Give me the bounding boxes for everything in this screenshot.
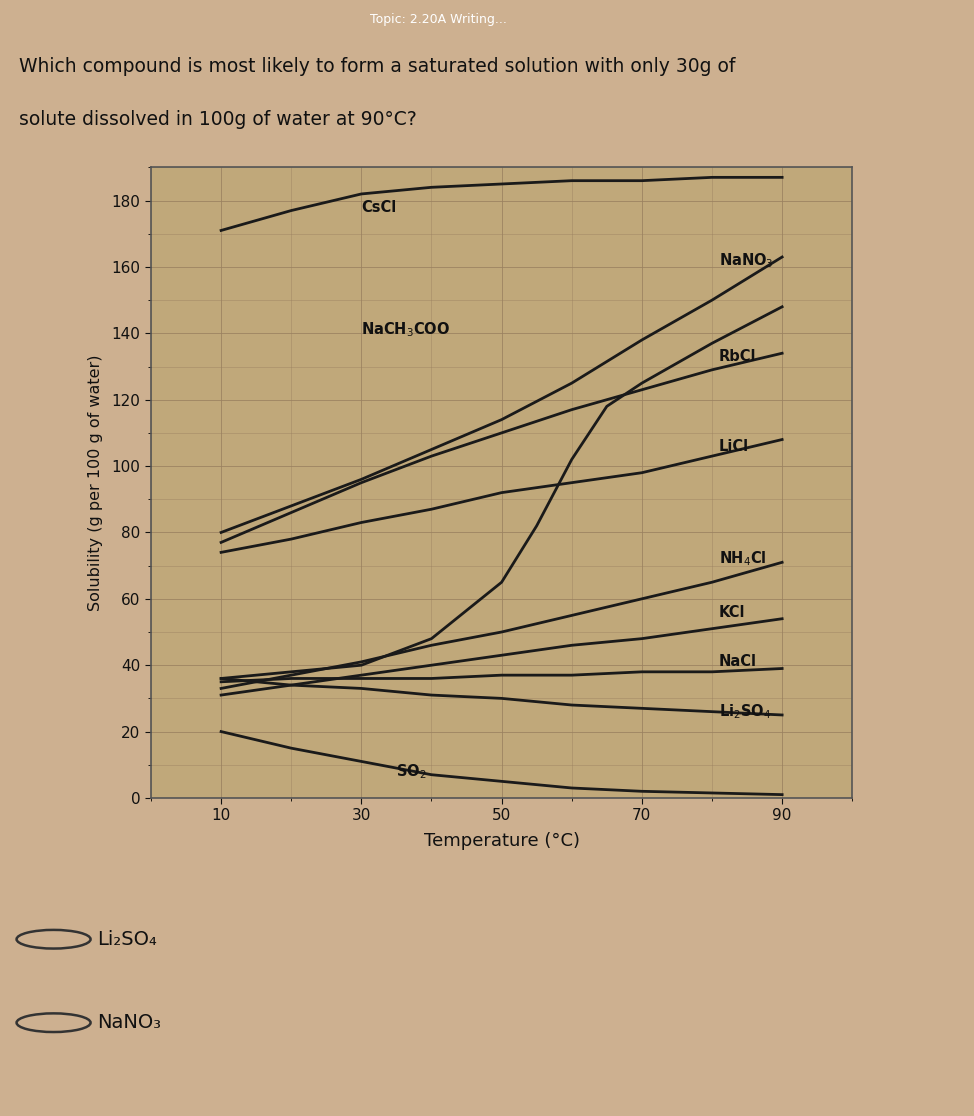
Text: Which compound is most likely to form a saturated solution with only 30g of: Which compound is most likely to form a … [19, 57, 735, 77]
Text: RbCl: RbCl [719, 349, 757, 364]
Text: NaCl: NaCl [719, 654, 757, 670]
Text: NaCH$_3$COO: NaCH$_3$COO [361, 320, 450, 339]
Text: KCl: KCl [719, 605, 745, 619]
Text: Li₂SO₄: Li₂SO₄ [97, 930, 157, 949]
X-axis label: Temperature (°C): Temperature (°C) [424, 831, 580, 849]
Text: SO$_2$: SO$_2$ [396, 762, 427, 781]
Y-axis label: Solubility (g per 100 g of water): Solubility (g per 100 g of water) [89, 355, 103, 610]
Text: Topic: 2.20A Writing...: Topic: 2.20A Writing... [370, 13, 506, 26]
Text: NH$_4$Cl: NH$_4$Cl [719, 550, 767, 568]
Text: CsCl: CsCl [361, 200, 396, 214]
Text: solute dissolved in 100g of water at 90°C?: solute dissolved in 100g of water at 90°… [19, 110, 417, 129]
Text: LiCl: LiCl [719, 439, 749, 454]
Text: Li$_2$SO$_4$: Li$_2$SO$_4$ [719, 702, 771, 721]
Text: NaNO$_3$: NaNO$_3$ [719, 251, 773, 270]
Text: NaNO₃: NaNO₃ [97, 1013, 162, 1032]
